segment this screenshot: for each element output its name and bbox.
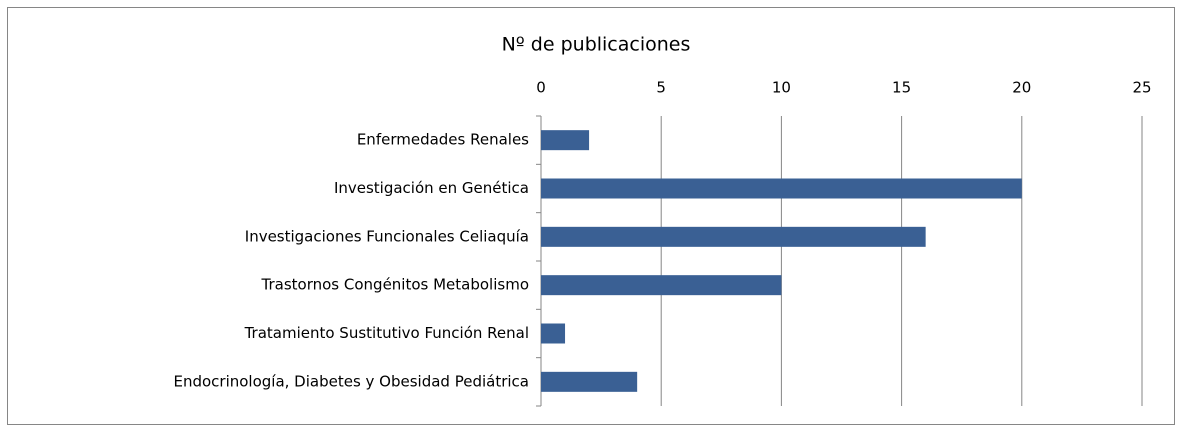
x-tick-label: 20 xyxy=(1012,79,1031,97)
chart-frame xyxy=(7,7,1175,425)
x-tick-label: 0 xyxy=(536,79,546,97)
x-tick-label: 5 xyxy=(656,79,666,97)
bar xyxy=(541,323,566,344)
y-tick-label: Endocrinología, Diabetes y Obesidad Pedi… xyxy=(173,372,529,390)
bar xyxy=(541,178,1022,199)
y-tick-label: Enfermedades Renales xyxy=(357,131,529,149)
y-tick-label: Investigación en Genética xyxy=(334,179,529,197)
bar xyxy=(541,130,590,151)
bar xyxy=(541,226,926,247)
chart-title: Nº de publicaciones xyxy=(502,34,691,56)
y-tick-label: Trastornos Congénitos Metabolismo xyxy=(261,276,529,294)
x-tick-label: 15 xyxy=(892,79,911,97)
x-tick-label: 10 xyxy=(772,79,791,97)
bar xyxy=(541,275,782,296)
x-tick-label: 25 xyxy=(1132,79,1151,97)
y-tick-label: Tratamiento Sustitutivo Función Renal xyxy=(244,324,529,342)
y-tick-label: Investigaciones Funcionales Celiaquía xyxy=(245,227,529,245)
bar xyxy=(541,371,638,392)
